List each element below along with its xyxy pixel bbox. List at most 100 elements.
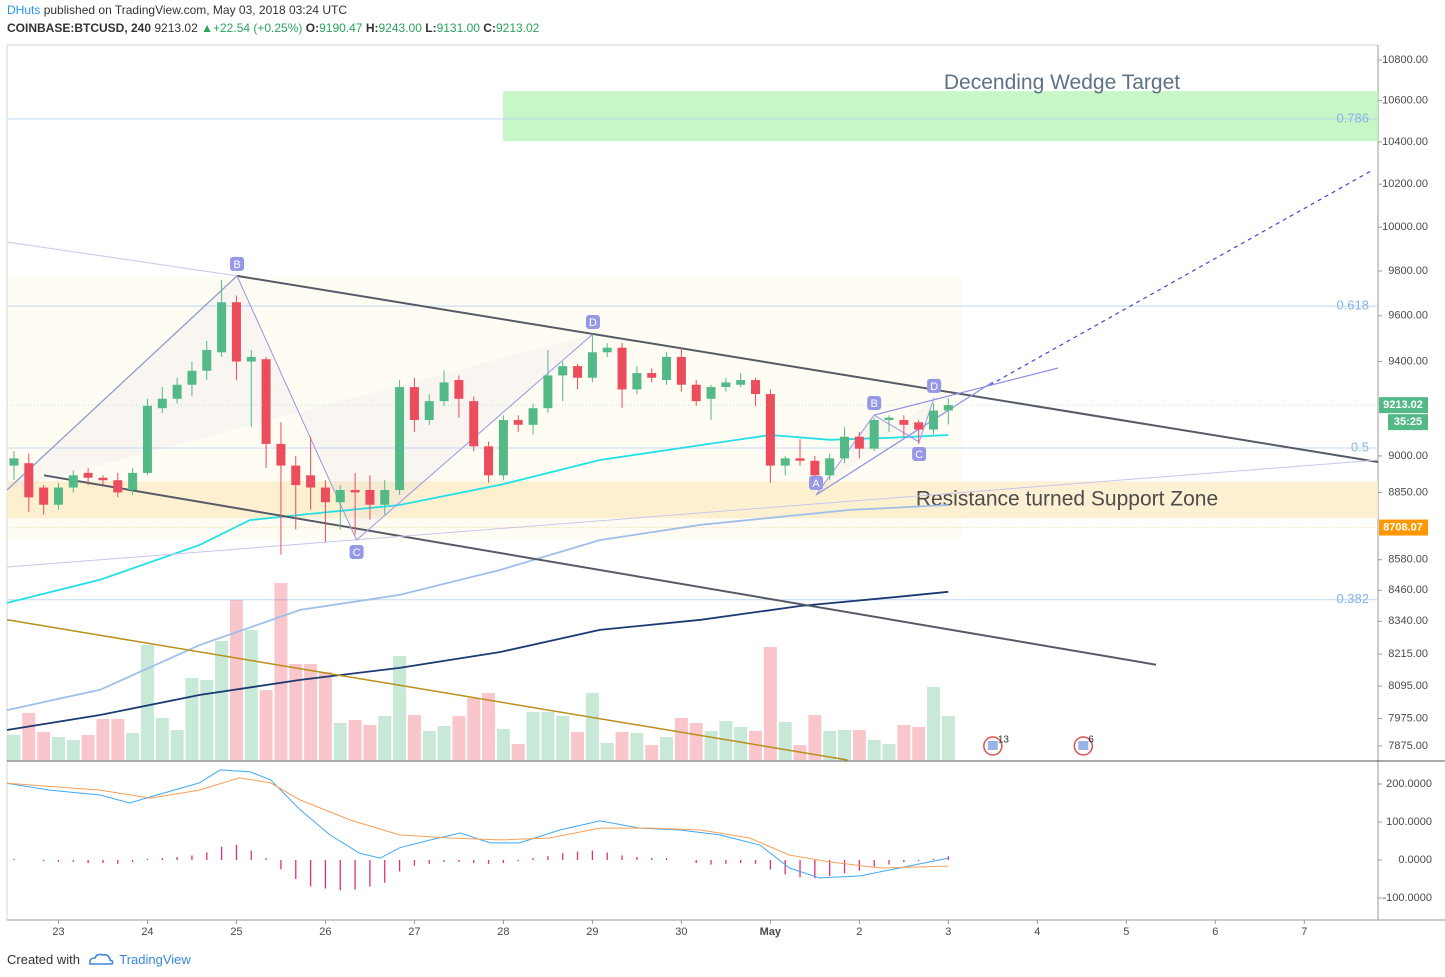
trendline <box>874 367 1059 416</box>
volume-bar <box>378 716 392 760</box>
candle-body <box>765 394 775 466</box>
x-tick-label: 26 <box>319 926 331 938</box>
candle-body <box>558 366 568 376</box>
brand: TradingView <box>119 952 191 967</box>
price-marker <box>1379 519 1428 536</box>
x-tick-label: 25 <box>230 926 242 938</box>
volume-bar <box>912 727 926 760</box>
volume-bar <box>763 647 777 760</box>
macd-line <box>6 777 949 869</box>
y-tick-label: 10200.00 <box>1382 178 1428 190</box>
candle-body <box>780 458 790 466</box>
trendline <box>6 241 238 277</box>
pattern-label: A <box>812 478 820 490</box>
volume-bar <box>155 718 169 760</box>
logo <box>88 953 114 965</box>
volume-bar <box>81 735 95 760</box>
volume-bar <box>630 733 644 760</box>
volume-bar <box>941 716 955 760</box>
volume-bar <box>600 743 614 760</box>
y-tick-label: 10400.00 <box>1382 136 1428 148</box>
volume-bar <box>615 732 629 760</box>
candle-body <box>528 408 538 425</box>
event-flag <box>987 741 998 750</box>
candle-body <box>469 401 479 447</box>
volume-bar <box>22 713 36 760</box>
volume-bar <box>51 737 65 760</box>
moving-average <box>6 434 949 604</box>
volume-bar <box>407 715 421 760</box>
candle-body <box>276 443 286 466</box>
volume-bar <box>927 687 941 760</box>
volume-bar <box>852 730 866 760</box>
volume-bar <box>645 745 659 760</box>
volume-bar <box>185 678 199 760</box>
pattern-label: B <box>871 398 878 410</box>
volume-bar <box>838 730 852 760</box>
volume-bar <box>704 731 718 760</box>
volume-bar <box>719 721 733 760</box>
x-tick-label: 27 <box>408 926 420 938</box>
candle-body <box>662 356 672 381</box>
trendline <box>6 619 848 761</box>
x-tick-label: 28 <box>497 926 509 938</box>
candle-body <box>602 347 612 353</box>
candle-body <box>409 387 419 421</box>
candle-body <box>869 420 879 449</box>
x-tick-label: 5 <box>1123 926 1129 938</box>
volume-bar <box>823 731 837 760</box>
volume-bar <box>585 693 599 760</box>
candle-body <box>676 356 686 385</box>
candle-body <box>617 347 627 390</box>
candle-body <box>854 436 864 449</box>
price-marker-label: 9213.02 <box>1383 399 1423 411</box>
y-tick-label: 8215.00 <box>1388 648 1428 660</box>
candle-body <box>350 489 360 493</box>
x-tick-label: May <box>760 926 782 938</box>
volume-bar <box>215 641 229 760</box>
x-tick-label: 30 <box>675 926 687 938</box>
candle-body <box>543 375 553 409</box>
pattern-point <box>349 545 364 560</box>
trendline <box>989 169 1373 386</box>
volume-bar <box>229 600 243 760</box>
volume-bar <box>496 729 510 760</box>
candle-body <box>439 382 449 402</box>
candle-body <box>424 401 434 421</box>
pattern-point <box>912 446 927 461</box>
pattern-label: B <box>233 259 240 271</box>
candle-body <box>98 477 108 481</box>
low-label: L: <box>425 21 437 35</box>
zone <box>7 481 1378 519</box>
candle-body <box>9 458 19 466</box>
candle-body <box>751 380 761 395</box>
countdown-box <box>1388 414 1428 431</box>
candle-body <box>736 380 746 385</box>
price-marker <box>1379 397 1428 414</box>
open-label: O: <box>305 21 320 35</box>
volume-bar <box>318 672 332 760</box>
volume-bar <box>541 712 555 760</box>
open-value: 9190.47 <box>319 21 363 35</box>
low-value: 9131.00 <box>436 21 480 35</box>
candle-body <box>840 436 850 459</box>
candle-body <box>454 380 464 399</box>
candle-body <box>795 458 805 461</box>
candle-body <box>899 420 909 425</box>
pattern-point <box>585 314 600 329</box>
pattern-label: D <box>930 381 938 393</box>
candle-body <box>113 480 123 493</box>
candle-body <box>128 472 138 490</box>
volume-bar <box>96 719 110 760</box>
volume-bar <box>348 720 362 760</box>
volume-bar <box>897 725 911 760</box>
volume-bar <box>304 664 318 760</box>
zones: Decending Wedge Target Resistance turned … <box>7 71 1378 606</box>
y-tick-label: 9800.00 <box>1388 265 1428 277</box>
trendline <box>236 274 1379 463</box>
candle-body <box>53 487 63 505</box>
x-tick-label: 23 <box>52 926 64 938</box>
fib-label: 0.382 <box>1336 591 1369 606</box>
candle-body <box>513 420 523 425</box>
volume-bar <box>452 716 466 760</box>
